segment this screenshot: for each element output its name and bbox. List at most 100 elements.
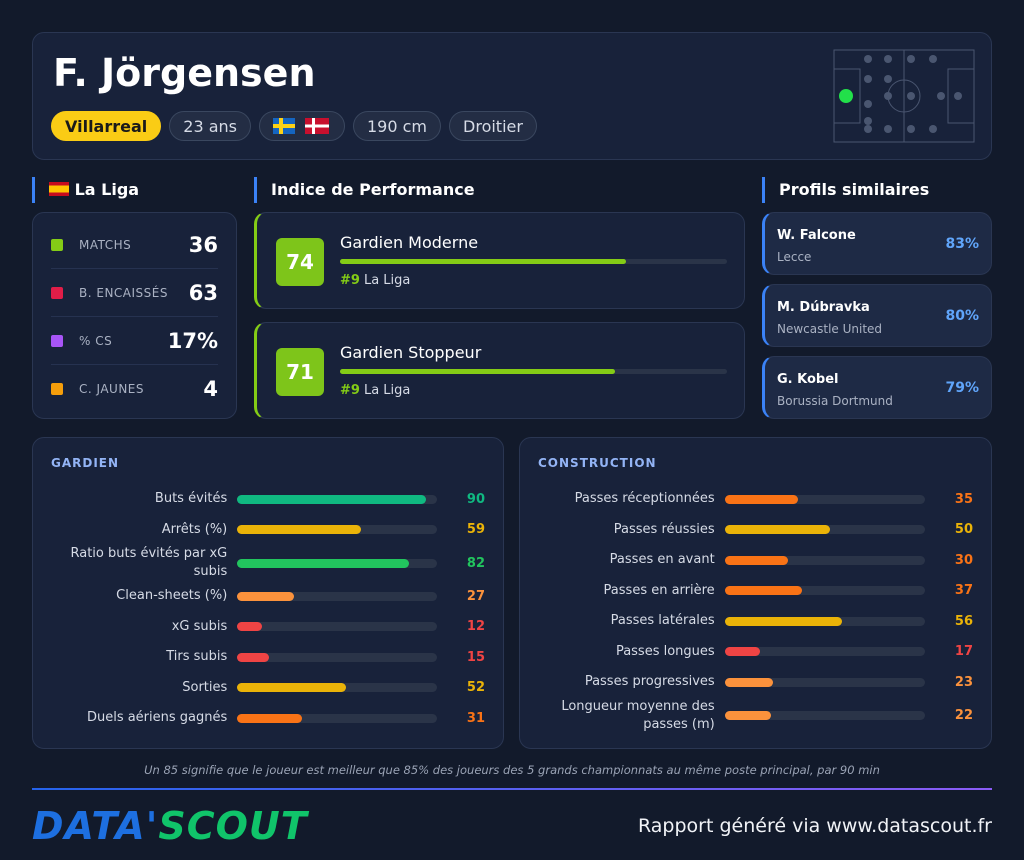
league-stats-card: MATCHS 36 B. ENCAISSÉS 63 % CS 17% C. JAUNES 4 [32, 212, 237, 419]
stat-row: % CS 17% [51, 317, 218, 365]
row-value: 52 [466, 680, 485, 696]
height-chip: 190 cm [353, 111, 442, 141]
league-heading: La Liga [32, 177, 139, 203]
section-title: GARDIEN [51, 456, 120, 470]
similar-card: W. Falcone Lecce 83% [762, 212, 992, 275]
row-label: Arrêts (%) [161, 521, 228, 537]
stat-icon [51, 383, 63, 395]
stat-row: Passes en avant 30 [538, 545, 973, 576]
similar-name: M. Dúbravka [777, 300, 870, 315]
row-value: 59 [466, 522, 485, 538]
profile-name: Gardien Stoppeur [340, 343, 482, 362]
bar [724, 711, 771, 720]
stat-icon [51, 334, 63, 347]
stat-row: Passes réussies 50 [538, 515, 973, 546]
footer-text: Rapport généré via www.datascout.fr [638, 815, 992, 837]
rank: #9 La Liga [340, 383, 410, 398]
row-value: 12 [466, 619, 485, 635]
bar [237, 591, 294, 601]
score-bar [340, 259, 627, 264]
section-title: CONSTRUCTION [538, 456, 657, 470]
bar [724, 677, 773, 687]
bar-track [237, 622, 438, 632]
similar-match: 80% [945, 308, 979, 324]
bar-track [724, 647, 926, 657]
stat-row: Sorties 52 [51, 673, 485, 704]
stat-row: Passes réceptionnées 35 [538, 484, 973, 515]
bar-track [237, 494, 438, 504]
similar-club: Borussia Dortmund [777, 394, 893, 408]
bar-track [724, 525, 926, 535]
stat-row: Arrêts (%) 59 [51, 515, 485, 546]
bar [237, 494, 427, 504]
row-label: Clean-sheets (%) [116, 588, 228, 604]
rank-league: La Liga [363, 273, 411, 288]
stat-value: 17% [167, 328, 218, 353]
stat-label: MATCHS [79, 237, 132, 252]
performance-heading: Indice de Performance [254, 177, 475, 203]
stat-icon [51, 238, 63, 251]
row-value: 50 [954, 522, 973, 538]
bar-track [724, 711, 926, 720]
bar [237, 525, 362, 535]
bar [237, 713, 303, 723]
stat-row: Passes en arrière 37 [538, 576, 973, 607]
rank-league: La Liga [363, 383, 411, 398]
similar-name: W. Falcone [777, 228, 856, 243]
bar [237, 622, 263, 632]
flag-spain [49, 182, 69, 196]
row-label: Passes en arrière [603, 582, 715, 598]
rank-number: #9 [340, 273, 360, 288]
bar [237, 558, 410, 568]
similar-card: G. Kobel Borussia Dortmund 79% [762, 356, 992, 419]
score-badge: 74 [276, 238, 324, 286]
header-card: F. Jörgensen Villarreal 23 ans 190 cm Dr… [32, 32, 992, 160]
row-label: Ratio buts évités par xG subis [70, 546, 228, 579]
row-value: 31 [466, 710, 485, 726]
bar [724, 494, 799, 504]
stat-row: Tirs subis 15 [51, 642, 485, 673]
age-chip: 23 ans [169, 111, 251, 141]
stat-row: Passes progressives 23 [538, 667, 973, 698]
row-value: 27 [466, 588, 485, 604]
score-badge: 71 [276, 348, 324, 396]
score-bar [340, 369, 615, 374]
row-value: 56 [954, 613, 973, 629]
stat-row: Duels aériens gagnés 31 [51, 703, 485, 734]
bar-track [237, 525, 438, 535]
stat-label: C. JAUNES [79, 382, 145, 396]
bar-track [237, 591, 438, 601]
stat-row: Clean-sheets (%) 27 [51, 581, 485, 612]
stat-row: B. ENCAISSÉS 63 [51, 269, 218, 317]
bar-track [237, 683, 438, 693]
divider [32, 788, 992, 790]
stat-section: CONSTRUCTION Passes réceptionnées 35 Passes… [519, 437, 992, 749]
row-label: Buts évités [154, 491, 228, 507]
performance-card: 71 Gardien Stoppeur #9 La Liga [254, 322, 745, 419]
stat-row: Buts évités 90 [51, 484, 485, 515]
row-label: Tirs subis [166, 649, 228, 665]
player-name: F. Jörgensen [53, 51, 316, 95]
row-label: Longueur moyenne des passes (m) [561, 698, 715, 732]
similar-match: 79% [945, 380, 979, 396]
row-value: 17 [954, 644, 973, 660]
stat-section: GARDIEN Buts évités 90 Arrêts (%) 59 Ratio bu… [32, 437, 504, 749]
bar [724, 555, 788, 565]
stat-row: Passes latérales 56 [538, 606, 973, 637]
row-value: 37 [954, 583, 973, 599]
score-track [340, 369, 727, 374]
rank-number: #9 [340, 383, 360, 398]
stat-row: xG subis 12 [51, 612, 485, 643]
rank: #9 La Liga [340, 273, 410, 288]
row-label: Passes en avant [609, 552, 715, 568]
row-value: 15 [466, 649, 485, 665]
pitch-diagram [833, 49, 975, 143]
profile-name: Gardien Moderne [340, 233, 479, 252]
performance-card: 74 Gardien Moderne #9 La Liga [254, 212, 745, 309]
logo-part: DATA' [32, 804, 159, 848]
foot-chip: Droitier [449, 111, 537, 141]
bar-track [724, 586, 926, 596]
row-label: Passes longues [615, 643, 715, 659]
